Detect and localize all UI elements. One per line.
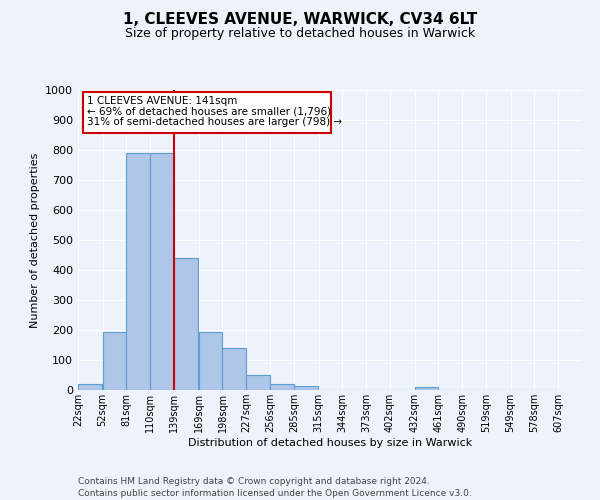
X-axis label: Distribution of detached houses by size in Warwick: Distribution of detached houses by size … xyxy=(188,438,472,448)
Bar xyxy=(246,376,270,390)
Text: 1 CLEEVES AVENUE: 141sqm: 1 CLEEVES AVENUE: 141sqm xyxy=(87,96,238,106)
FancyBboxPatch shape xyxy=(83,92,331,132)
Bar xyxy=(294,386,317,390)
Bar xyxy=(78,384,102,390)
Bar xyxy=(415,387,439,390)
Y-axis label: Number of detached properties: Number of detached properties xyxy=(29,152,40,328)
Text: Contains HM Land Registry data © Crown copyright and database right 2024.: Contains HM Land Registry data © Crown c… xyxy=(78,478,430,486)
Text: Contains public sector information licensed under the Open Government Licence v3: Contains public sector information licen… xyxy=(78,489,472,498)
Bar xyxy=(223,348,246,390)
Bar xyxy=(127,153,150,390)
Text: 1, CLEEVES AVENUE, WARWICK, CV34 6LT: 1, CLEEVES AVENUE, WARWICK, CV34 6LT xyxy=(123,12,477,28)
Bar xyxy=(103,332,127,390)
Bar xyxy=(199,332,223,390)
Bar xyxy=(270,384,294,390)
Bar xyxy=(174,258,198,390)
Bar xyxy=(150,153,174,390)
Text: 31% of semi-detached houses are larger (798) →: 31% of semi-detached houses are larger (… xyxy=(87,117,342,127)
Text: Size of property relative to detached houses in Warwick: Size of property relative to detached ho… xyxy=(125,28,475,40)
Text: ← 69% of detached houses are smaller (1,796): ← 69% of detached houses are smaller (1,… xyxy=(87,106,331,116)
